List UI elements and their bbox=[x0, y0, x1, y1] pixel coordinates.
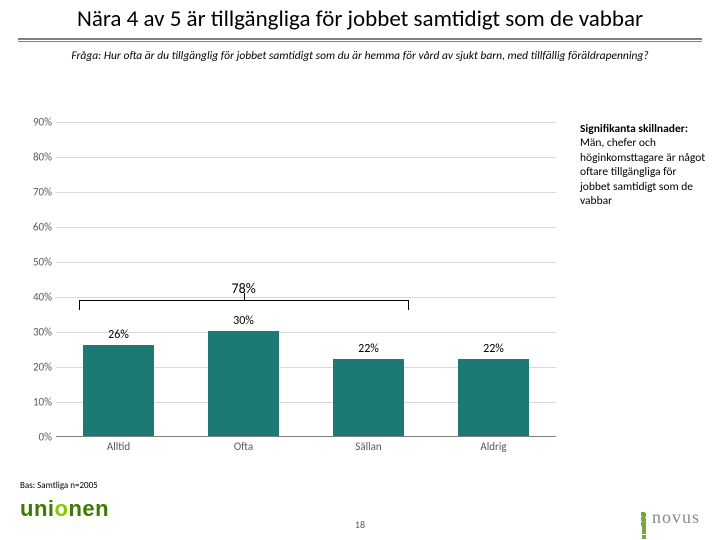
sidenote-heading: Signifikanta skillnader: bbox=[580, 122, 688, 136]
bar-value-label: 22% bbox=[358, 342, 379, 356]
novus-logo: novus bbox=[640, 507, 700, 528]
x-axis-label: Ofta bbox=[189, 440, 299, 453]
bar-value-label: 22% bbox=[483, 342, 504, 356]
x-axis-label: Sällan bbox=[314, 440, 424, 453]
y-axis-label: 50% bbox=[20, 256, 52, 269]
bar bbox=[333, 359, 403, 436]
bar-chart: 0%10%20%30%40%50%60%70%80%90%26%30%22%22… bbox=[20, 122, 560, 462]
x-axis-label: Alltid bbox=[64, 440, 174, 453]
y-axis-label: 40% bbox=[20, 291, 52, 304]
annotation-bracket bbox=[79, 300, 409, 310]
page-title: Nära 4 av 5 är tillgängliga för jobbet s… bbox=[0, 0, 720, 36]
footer-base: Bas: Samtliga n=2005 bbox=[20, 480, 98, 491]
bar bbox=[458, 359, 528, 436]
y-axis-label: 10% bbox=[20, 396, 52, 409]
y-axis-label: 30% bbox=[20, 326, 52, 339]
y-axis-label: 90% bbox=[20, 116, 52, 129]
bar-value-label: 26% bbox=[108, 328, 129, 342]
bar bbox=[83, 345, 153, 436]
novus-dots-icon bbox=[640, 511, 646, 527]
question-text: Fråga: Hur ofta är du tillgänglig för jo… bbox=[0, 42, 720, 66]
y-axis-label: 0% bbox=[20, 431, 52, 444]
bar-column: 30% bbox=[189, 314, 299, 436]
bar-column: 22% bbox=[314, 342, 424, 436]
bar-column: 26% bbox=[64, 328, 174, 436]
bar-column: 22% bbox=[439, 342, 549, 436]
y-axis-label: 70% bbox=[20, 186, 52, 199]
y-axis-label: 60% bbox=[20, 221, 52, 234]
sidenote: Signifikanta skillnader: Män, chefer och… bbox=[580, 122, 708, 208]
sidenote-body: Män, chefer och höginkomsttagare är någo… bbox=[580, 136, 705, 208]
bar-value-label: 30% bbox=[233, 314, 254, 328]
y-axis-label: 20% bbox=[20, 361, 52, 374]
y-axis-label: 80% bbox=[20, 151, 52, 164]
annotation-bracket-tick bbox=[244, 293, 245, 301]
bar bbox=[208, 331, 278, 436]
page-number: 18 bbox=[0, 518, 720, 531]
x-axis-label: Aldrig bbox=[439, 440, 549, 453]
